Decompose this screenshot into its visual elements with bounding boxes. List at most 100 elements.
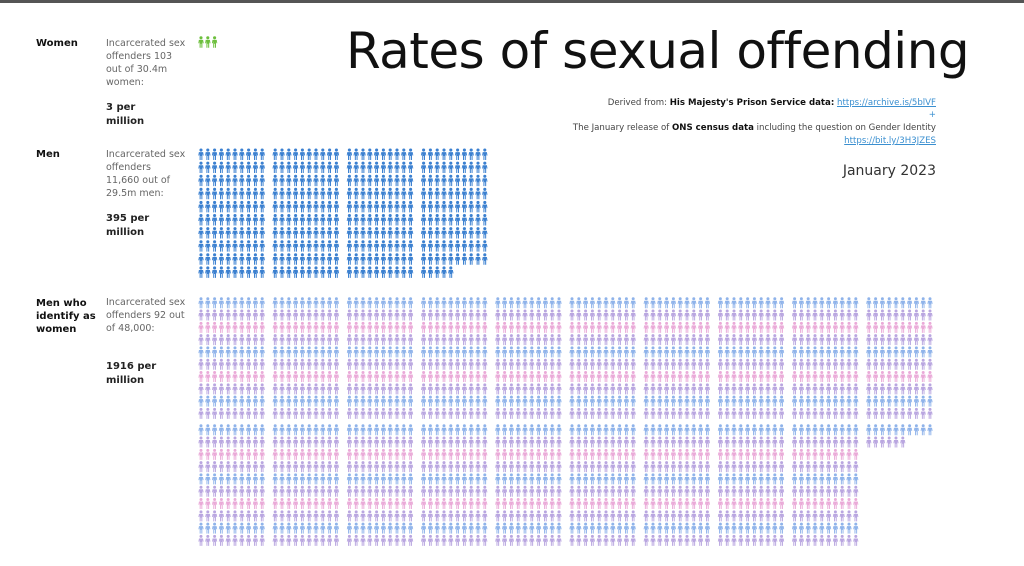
person-icon-trans xyxy=(475,498,481,510)
person-icon-trans xyxy=(205,485,211,497)
group-rate-men: 395 per million xyxy=(106,213,150,238)
person-icon-men xyxy=(320,174,326,187)
person-icon-trans xyxy=(495,522,501,534)
person-icon-trans xyxy=(306,407,312,419)
person-icon-trans xyxy=(246,395,252,407)
person-icon-trans xyxy=(738,510,744,522)
person-icon-trans xyxy=(448,522,454,534)
person-icon-trans xyxy=(515,309,521,321)
person-icon-trans xyxy=(408,485,414,497)
person-icon-trans xyxy=(677,522,683,534)
person-icon-trans xyxy=(387,485,393,497)
person-icon-men xyxy=(272,161,278,174)
person-icon-trans xyxy=(259,461,265,473)
person-icon-men xyxy=(360,187,366,200)
person-icon-trans xyxy=(846,371,852,383)
person-icon-trans xyxy=(765,510,771,522)
person-icon-men xyxy=(427,161,434,174)
person-icon-trans xyxy=(421,395,427,407)
person-icon-men xyxy=(279,187,285,200)
person-icon-trans xyxy=(920,371,926,383)
person-icon-trans xyxy=(691,436,697,448)
person-icon-trans xyxy=(522,473,528,485)
person-icon-trans xyxy=(549,309,555,321)
person-icon-men xyxy=(394,148,400,160)
person-icon-trans xyxy=(779,522,785,534)
person-icon-trans xyxy=(232,358,238,370)
person-icon-men xyxy=(441,148,447,160)
person-icon-trans xyxy=(839,309,845,321)
person-icon-trans xyxy=(650,498,656,510)
person-icon-men xyxy=(286,240,292,252)
person-icon-trans xyxy=(738,395,744,407)
person-icon-trans xyxy=(603,309,609,321)
person-icon-trans xyxy=(724,522,730,534)
person-icon-trans xyxy=(320,448,326,460)
person-icon-trans xyxy=(198,371,204,383)
person-icon-trans xyxy=(745,424,751,436)
source1-link[interactable]: https://archive.is/5blVF xyxy=(837,98,936,108)
person-icon-trans xyxy=(259,498,265,510)
person-icon-trans xyxy=(893,334,899,346)
person-icon-trans xyxy=(704,334,710,346)
person-icon-trans xyxy=(367,534,373,546)
person-icon-men xyxy=(353,253,359,265)
person-icon-trans xyxy=(225,485,231,497)
person-icon-men xyxy=(387,174,393,187)
person-icon-trans xyxy=(374,424,380,436)
person-icon-trans xyxy=(832,297,838,309)
person-icon-trans xyxy=(408,407,414,419)
person-icon-trans xyxy=(427,346,433,358)
person-icon-trans xyxy=(239,522,245,534)
person-icon-trans xyxy=(617,534,623,546)
person-icon-trans xyxy=(643,498,649,510)
person-icon-trans xyxy=(515,461,521,473)
person-icon-trans xyxy=(299,346,305,358)
person-icon-trans xyxy=(374,346,380,358)
person-icon-trans xyxy=(738,346,744,358)
source2-link[interactable]: https://bit.ly/3H3JZES xyxy=(844,136,936,146)
person-icon-trans xyxy=(819,297,825,309)
person-icon-trans xyxy=(684,510,690,522)
person-icon-trans xyxy=(698,358,704,370)
person-icon-trans xyxy=(745,371,751,383)
person-icon-trans xyxy=(380,485,386,497)
person-icon-trans xyxy=(306,498,312,510)
source2-post: including the question on Gender Identit… xyxy=(753,123,936,133)
person-icon-trans xyxy=(643,309,649,321)
person-icon-trans xyxy=(380,346,386,358)
person-icon-trans xyxy=(691,321,697,333)
person-icon-trans xyxy=(664,534,670,546)
person-icon-trans xyxy=(374,534,380,546)
person-icon-trans xyxy=(468,297,474,309)
person-icon-trans xyxy=(617,522,623,534)
person-icon-trans xyxy=(508,498,514,510)
person-icon-trans xyxy=(738,321,744,333)
person-icon-men xyxy=(225,266,231,278)
person-icon-men xyxy=(420,200,427,213)
person-icon-trans xyxy=(664,424,670,436)
person-icon-trans xyxy=(704,534,710,546)
person-icon-men xyxy=(279,213,285,226)
person-icon-trans xyxy=(286,383,292,395)
person-icon-trans xyxy=(623,424,629,436)
person-icon-men xyxy=(407,240,414,252)
person-icon-trans xyxy=(272,383,278,395)
person-icon-trans xyxy=(738,309,744,321)
person-icon-trans xyxy=(549,436,555,448)
page-title: Rates of sexual offending xyxy=(346,22,970,80)
person-icon-trans xyxy=(232,498,238,510)
person-icon-trans xyxy=(421,522,427,534)
person-icon-trans xyxy=(515,297,521,309)
person-icon-trans xyxy=(374,485,380,497)
person-icon-trans xyxy=(293,461,299,473)
person-icon-women xyxy=(198,36,204,48)
person-icon-trans xyxy=(515,371,521,383)
person-icon-men xyxy=(211,227,218,239)
person-icon-trans xyxy=(239,534,245,546)
person-icon-trans xyxy=(779,534,785,546)
person-icon-trans xyxy=(320,510,326,522)
person-icon-trans xyxy=(246,461,252,473)
person-icon-trans xyxy=(576,407,582,419)
person-icon-trans xyxy=(495,334,501,346)
